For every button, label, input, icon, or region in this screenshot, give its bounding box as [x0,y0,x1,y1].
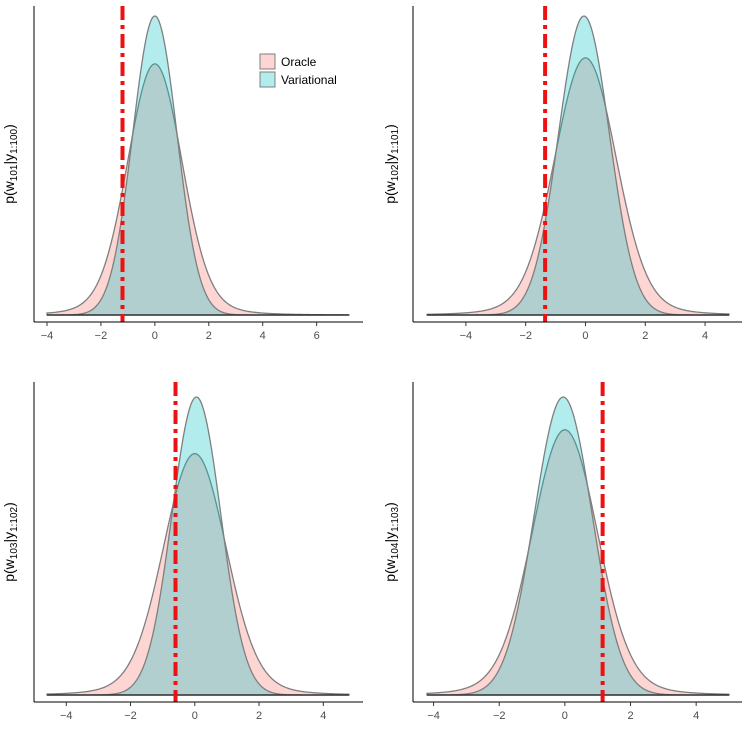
x-tick-label: −4 [460,330,473,342]
legend-label-oracle: Oracle [281,55,317,69]
y-axis-label: p(w102|y1:101) [382,124,401,204]
y-axis-label: p(w101|y1:100) [1,124,20,204]
x-tick-label: 2 [256,710,262,722]
x-tick-label: 4 [320,710,326,722]
x-tick-label: 2 [642,330,648,342]
density-area-oracle [426,57,730,316]
density-area-oracle [46,453,350,696]
legend-key-oracle [259,53,276,70]
legend-key-variational [259,71,276,88]
x-tick-label: 4 [702,330,708,342]
density-area-oracle [426,429,730,696]
x-tick-label: 0 [562,710,568,722]
x-tick-label: 6 [314,330,320,342]
legend-label-variational: Variational [281,73,337,87]
panel-4: −4 −2 0 2 4 p(w104|y1:103) [382,382,742,722]
density-area-variational [47,396,349,696]
x-tick-label: −2 [519,330,532,342]
panel-1: −4 −2 0 2 4 6 p(w101|y1:100) Oracle Variational [1,6,363,342]
x-tick-label: 0 [582,330,588,342]
density-area-variational [426,396,729,696]
y-axis-label: p(w103|y1:102) [1,502,20,582]
panel-2: −4 −2 0 2 4 p(w102|y1:101) [382,6,742,342]
x-tick-label: −4 [60,710,73,722]
x-tick-label: 2 [627,710,633,722]
x-tick-label: 0 [192,710,198,722]
x-tick-label: −2 [95,330,108,342]
legend: Oracle Variational [259,53,337,88]
density-area-variational [427,15,729,316]
x-tick-label: −4 [427,710,440,722]
x-tick-label: 4 [260,330,266,342]
x-tick-label: −2 [124,710,137,722]
x-tick-label: −2 [493,710,506,722]
y-axis-label: p(w104|y1:103) [382,502,401,582]
x-tick-label: 4 [693,710,699,722]
x-tick-label: −4 [41,330,54,342]
panel-3: −4 −2 0 2 4 p(w103|y1:102) [1,382,363,722]
x-tick-label: 2 [206,330,212,342]
x-tick-label: 0 [152,330,158,342]
